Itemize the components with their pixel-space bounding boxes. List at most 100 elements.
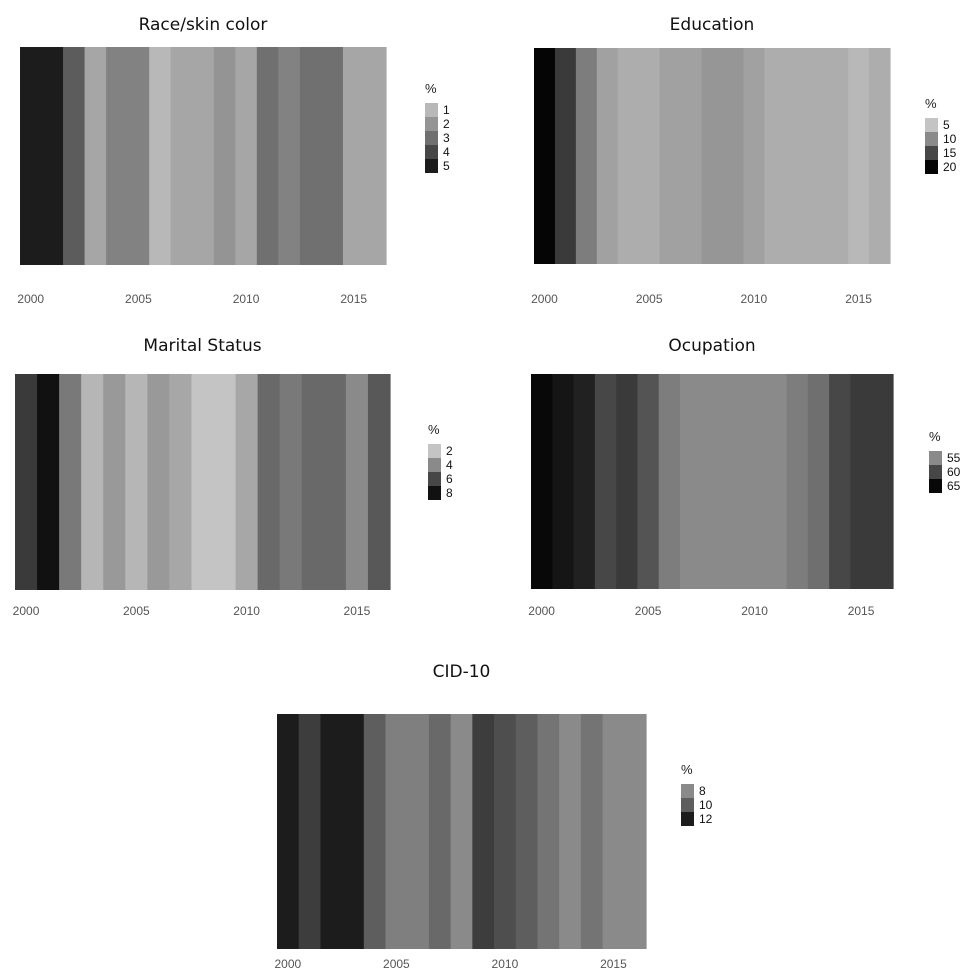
heatmap-tile-2015 <box>342 47 366 265</box>
heatmap-tile-2007 <box>428 714 452 949</box>
legend-label: 10 <box>943 132 957 146</box>
legend-title: % <box>929 429 941 444</box>
heatmap-tile-2006 <box>658 374 681 589</box>
legend-label: 10 <box>699 798 713 812</box>
x-tick-label: 2000 <box>275 957 302 971</box>
heatmap-tile-2014 <box>323 374 347 590</box>
heatmap-tile-2005 <box>637 374 660 589</box>
legend-title: % <box>681 762 693 777</box>
heatmap-tile-2016 <box>869 48 891 264</box>
heatmap-tile-2016 <box>367 374 391 590</box>
x-tick-label: 2000 <box>528 604 555 618</box>
heatmap-tile-2003 <box>342 714 365 949</box>
heatmap-tile-2010 <box>494 714 517 949</box>
legend-swatch <box>929 451 942 465</box>
heatmap-tile-2012 <box>786 374 809 589</box>
heatmap-tile-2014 <box>829 374 852 589</box>
heatmap-tile-2010 <box>743 374 766 589</box>
heatmap-tile-2008 <box>701 48 724 264</box>
heatmap-tile-2004 <box>617 48 640 264</box>
heatmap-tile-2002 <box>59 374 82 590</box>
legend-label: 1 <box>443 103 450 117</box>
heatmap-tile-2002 <box>575 48 598 264</box>
heatmap-tile-2009 <box>472 714 495 949</box>
legend-swatch <box>425 131 438 145</box>
legend-swatch <box>428 458 441 472</box>
x-tick-label: 2000 <box>17 292 44 306</box>
legend-label: 3 <box>443 131 450 145</box>
legend-label: 6 <box>446 472 453 486</box>
heatmap-tile-2009 <box>213 374 237 590</box>
x-tick-label: 2000 <box>13 604 40 618</box>
heatmap-tile-2005 <box>127 47 150 265</box>
legend-label: 55 <box>947 451 961 465</box>
heatmap-tile-2009 <box>213 47 236 265</box>
legend-swatch <box>428 472 441 486</box>
x-tick-label: 2015 <box>600 957 627 971</box>
heatmap-tile-2008 <box>701 374 724 589</box>
heatmap-tile-2004 <box>106 47 129 265</box>
heatmap-tile-2001 <box>298 714 322 949</box>
legend-swatch <box>425 159 438 173</box>
heatmap-tile-2007 <box>680 48 703 264</box>
heatmap-tile-2006 <box>407 714 430 949</box>
heatmap-tile-2001 <box>552 374 575 589</box>
heatmap-tile-2001 <box>41 47 64 265</box>
legend-label: 15 <box>943 146 957 160</box>
x-tick-label: 2015 <box>340 292 367 306</box>
heatmap-tile-2012 <box>279 374 303 590</box>
heatmap-tile-2005 <box>385 714 408 949</box>
x-tick-label: 2005 <box>635 604 662 618</box>
heatmap-tile-2009 <box>722 48 745 264</box>
legend-swatch <box>929 479 942 493</box>
legend-label: 12 <box>699 812 713 826</box>
heatmap-tile-2002 <box>320 714 343 949</box>
x-tick-label: 2015 <box>848 604 875 618</box>
x-tick-label: 2005 <box>123 604 150 618</box>
legend-label: 4 <box>443 145 450 159</box>
heatmap-tile-2003 <box>594 374 617 589</box>
x-tick-label: 2005 <box>636 292 663 306</box>
heatmap-tile-2010 <box>235 374 259 590</box>
legend-swatch <box>425 103 438 117</box>
heatmap-tile-2004 <box>363 714 387 949</box>
heatmap-tile-2000 <box>20 47 43 265</box>
heatmap-tile-2003 <box>596 48 619 264</box>
legend-label: 65 <box>947 479 961 493</box>
heatmap-tile-2015 <box>602 714 625 949</box>
heatmap-tile-2016 <box>871 374 894 589</box>
heatmap-tile-2014 <box>580 714 604 949</box>
legend-swatch <box>425 117 438 131</box>
chart-title: Ocupation <box>668 336 756 356</box>
heatmap-tile-2013 <box>807 374 830 589</box>
x-tick-label: 2015 <box>845 292 872 306</box>
heatmap-tile-2008 <box>192 47 215 265</box>
heatmap-tile-2006 <box>149 47 172 265</box>
x-tick-label: 2000 <box>531 292 558 306</box>
heatmap-tile-2011 <box>764 48 786 264</box>
heatmap-tile-2007 <box>170 47 193 265</box>
legend-label: 20 <box>943 160 957 174</box>
heatmap-tile-2002 <box>573 374 596 589</box>
x-tick-label: 2005 <box>383 957 410 971</box>
heatmap-tile-2015 <box>848 48 870 264</box>
legend-swatch <box>925 118 938 132</box>
heatmap-tile-2012 <box>278 47 301 265</box>
heatmap-tile-2000 <box>534 48 556 264</box>
heatmap-tile-2012 <box>785 48 807 264</box>
heatmap-tile-2011 <box>515 714 539 949</box>
legend-swatch <box>428 486 441 500</box>
x-tick-label: 2010 <box>492 957 519 971</box>
x-tick-label: 2005 <box>125 292 152 306</box>
x-tick-label: 2010 <box>741 604 768 618</box>
legend-label: 8 <box>699 784 706 798</box>
chart-title: CID-10 <box>432 662 491 682</box>
heatmap-tile-2006 <box>659 48 682 264</box>
x-tick-label: 2010 <box>233 604 260 618</box>
heatmap-tile-2003 <box>84 47 107 265</box>
heatmap-tile-2011 <box>257 374 281 590</box>
heatmap-tile-2016 <box>624 714 647 949</box>
